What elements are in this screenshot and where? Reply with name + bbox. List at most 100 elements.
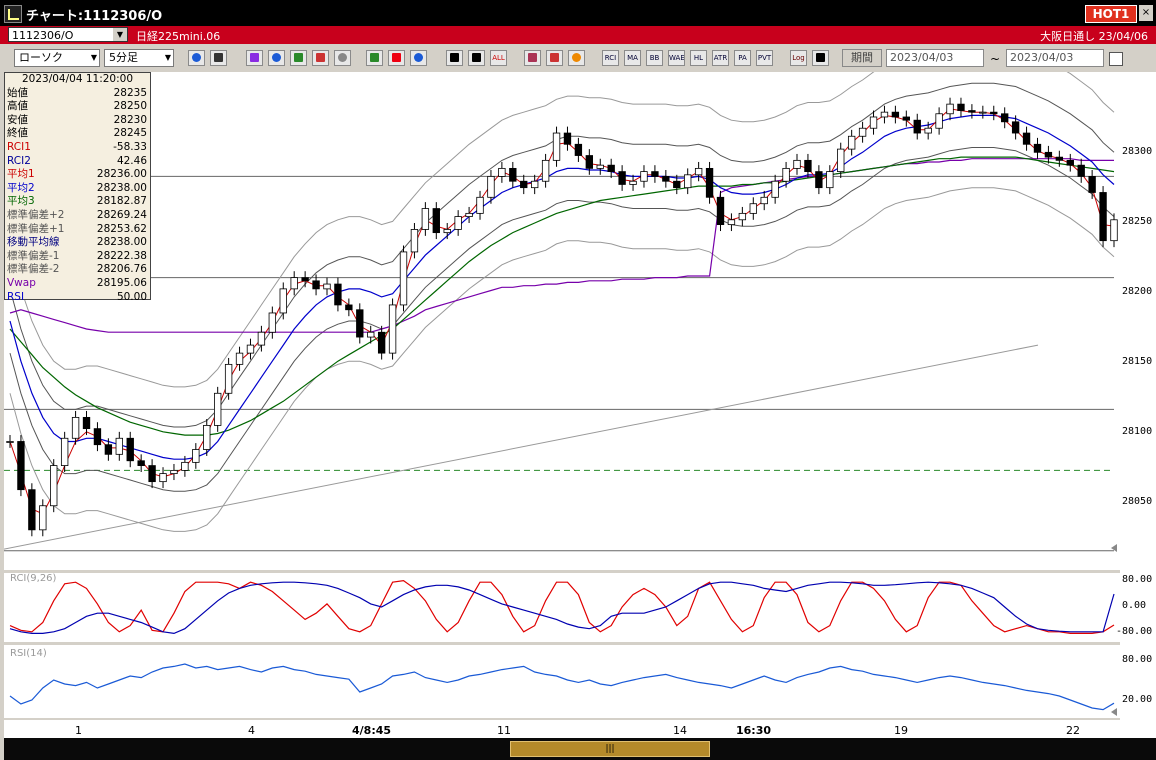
candle-body xyxy=(957,103,965,111)
candle-body xyxy=(312,280,320,290)
atr-icon[interactable]: ATR xyxy=(712,50,729,66)
vert-line-icon[interactable] xyxy=(246,50,263,66)
draw-icon[interactable] xyxy=(366,50,383,66)
chevron-down-icon[interactable]: ▼ xyxy=(90,53,97,62)
ma-icon[interactable]: MA xyxy=(624,50,641,66)
price-chart-svg xyxy=(3,42,1120,720)
rci-tick-label: 80.00 xyxy=(1122,574,1153,585)
price-tick-label: 28150 xyxy=(1122,356,1153,367)
info-row: Vwap 28195.06 xyxy=(5,277,150,291)
candle-body xyxy=(837,148,845,173)
wrench-icon[interactable] xyxy=(546,50,563,66)
chart-type-select[interactable]: ローソク ▼ xyxy=(14,49,100,67)
candle-body xyxy=(399,251,408,306)
date-range-separator: ~ xyxy=(990,52,1001,66)
candle-body xyxy=(694,167,703,176)
scroll-arrow-icon xyxy=(1111,544,1117,552)
all-icon[interactable]: ALL xyxy=(490,50,507,66)
candle-body xyxy=(662,176,670,182)
pvt-icon[interactable]: PVT xyxy=(756,50,773,66)
candle-body xyxy=(574,143,583,156)
line-icon[interactable] xyxy=(334,50,351,66)
candle-body xyxy=(968,110,976,113)
candle-body xyxy=(6,441,14,443)
chart-area[interactable] xyxy=(3,42,1120,738)
symbol-select[interactable]: 1112306/O ▼ xyxy=(8,27,128,42)
hot-badge[interactable]: HOT1 xyxy=(1085,5,1137,23)
pa-icon[interactable]: PA xyxy=(734,50,751,66)
info-value: 28195.06 xyxy=(96,276,147,289)
info-label: 平均2 xyxy=(7,181,35,194)
return-icon[interactable] xyxy=(410,50,427,66)
candle-body xyxy=(585,155,594,169)
candle-body xyxy=(170,469,178,475)
candle-body xyxy=(345,304,353,311)
x-tick-label: 22 xyxy=(1066,724,1080,737)
bars-icon[interactable] xyxy=(290,50,307,66)
draw-icon-glyph xyxy=(370,53,379,62)
period-button[interactable]: 期間 xyxy=(842,49,882,67)
candle-body xyxy=(782,167,790,182)
interval-select[interactable]: 5分足 ▼ xyxy=(104,49,174,67)
down-icon[interactable] xyxy=(468,50,485,66)
candle-body xyxy=(705,167,714,198)
chart-toolbar: ローソク ▼ 5分足 ▼ ALL RCI MA BB WAE HL ATR PA PVT Log … xyxy=(0,45,1156,71)
candle-body xyxy=(454,216,462,230)
zoom-icon[interactable] xyxy=(188,50,205,66)
candle-body xyxy=(377,331,386,354)
split-icon[interactable] xyxy=(812,50,829,66)
gear-icon[interactable] xyxy=(524,50,541,66)
info-label: 安値 xyxy=(7,113,28,126)
interval-value: 5分足 xyxy=(109,51,138,64)
candle-body xyxy=(990,111,998,115)
info-row: 標準偏差-2 28206.76 xyxy=(5,263,150,277)
log-icon[interactable]: Log xyxy=(790,50,807,66)
rci-icon[interactable]: RCI xyxy=(602,50,619,66)
chevron-down-icon[interactable]: ▼ xyxy=(164,53,171,62)
chart-scrollbar[interactable]: ||| xyxy=(4,738,1156,760)
palette-icon[interactable] xyxy=(568,50,585,66)
bb-icon[interactable]: BB xyxy=(646,50,663,66)
price-axis: 28300 28250 28200 28150 28100 28050 80.00 0.00 -… xyxy=(1116,72,1156,738)
candle-body xyxy=(71,416,80,439)
pointer-icon[interactable] xyxy=(388,50,405,66)
date-from-input[interactable]: 2023/04/03 xyxy=(886,49,984,67)
vwap-line xyxy=(9,158,1114,333)
info-value: 28222.38 xyxy=(96,249,147,262)
scroll-thumb[interactable]: ||| xyxy=(510,741,710,757)
candle-body xyxy=(847,135,856,150)
candle-body xyxy=(640,171,648,182)
up-icon-glyph xyxy=(450,53,459,62)
info-value: 28238.00 xyxy=(96,181,147,194)
info-timestamp: 2023/04/04 11:20:00 xyxy=(21,73,133,85)
info-row: 移動平均線 28238.00 xyxy=(5,236,150,250)
date-to-value: 2023/04/03 xyxy=(1010,51,1074,64)
range-icon[interactable] xyxy=(268,50,285,66)
candle-body xyxy=(509,167,517,182)
candle-body xyxy=(159,473,167,483)
crosshair-icon[interactable] xyxy=(210,50,227,66)
date-checkbox[interactable] xyxy=(1109,52,1123,66)
candle-body xyxy=(1066,159,1074,166)
candle-body xyxy=(684,174,692,189)
wrench-icon-glyph xyxy=(550,53,559,62)
hl-icon[interactable]: HL xyxy=(690,50,707,66)
candle-body xyxy=(935,113,943,129)
candle-body xyxy=(979,111,987,114)
trend-line xyxy=(3,344,1039,550)
info-label: 標準偏差-1 xyxy=(7,249,60,262)
up-icon[interactable] xyxy=(446,50,463,66)
panel-separator xyxy=(4,642,1120,645)
chevron-down-icon[interactable]: ▼ xyxy=(113,28,127,41)
candle-body xyxy=(50,465,58,507)
line-icon-glyph xyxy=(338,53,347,62)
date-to-input[interactable]: 2023/04/03 xyxy=(1006,49,1104,67)
rsi-tick-label: 20.00 xyxy=(1122,694,1153,705)
stack-icon[interactable] xyxy=(312,50,329,66)
info-value: 28236.00 xyxy=(96,168,147,181)
wae-icon[interactable]: WAE xyxy=(668,50,685,66)
candle-body xyxy=(246,344,255,354)
candle-body xyxy=(192,449,200,463)
candle-body xyxy=(268,312,277,333)
close-icon[interactable]: × xyxy=(1139,5,1153,21)
